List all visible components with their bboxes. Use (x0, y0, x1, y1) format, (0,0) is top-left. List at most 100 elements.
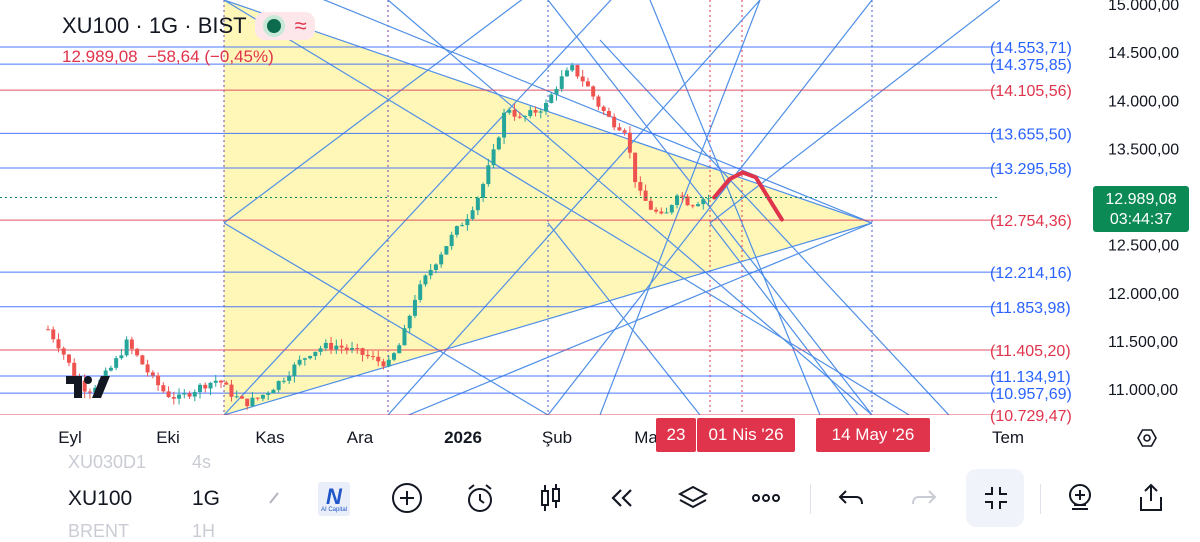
candle (208, 382, 213, 396)
candle (371, 350, 376, 361)
replay-icon[interactable] (602, 478, 642, 518)
candle (517, 111, 522, 119)
candle (302, 357, 307, 366)
candle (549, 91, 554, 104)
candle (140, 354, 145, 365)
level-label: (11.134,91) (990, 369, 1071, 386)
ghost-interval-bottom[interactable]: 1H (192, 521, 216, 541)
candle (470, 206, 475, 221)
candle (601, 105, 606, 115)
symbol-selector[interactable]: XU100 (68, 487, 133, 510)
candle (680, 191, 685, 203)
candle (402, 324, 407, 346)
candle (161, 382, 166, 394)
y-tick-label: 11.500,00 (1108, 334, 1178, 351)
fan-line (223, 222, 549, 415)
candle (66, 354, 71, 367)
fan-line (223, 0, 873, 224)
candle (622, 128, 627, 136)
candle (297, 355, 302, 367)
y-tick-label: 14.000,00 (1108, 93, 1179, 110)
ai-capital-logo[interactable]: N AI Capital (318, 482, 350, 516)
x-tick-label: Tem (992, 428, 1024, 447)
candle (292, 362, 297, 383)
redo-icon (904, 478, 944, 518)
x-tick-label: Ara (347, 428, 374, 447)
status-pill[interactable]: ≈ (254, 12, 315, 40)
candle (61, 346, 66, 360)
last-price-tag: 12.989,08 03:44:37 (1093, 186, 1189, 232)
candle (234, 390, 239, 399)
candle (386, 355, 391, 368)
plus-circle-icon[interactable] (387, 478, 427, 518)
fan-line (599, 39, 950, 415)
candles (46, 62, 711, 410)
candle (391, 352, 396, 362)
level-label: (14.553,71) (990, 40, 1072, 57)
symbol-header[interactable]: XU100 · 1G · BIST ≈ (62, 12, 315, 40)
layers-icon[interactable] (673, 478, 713, 518)
candle (323, 339, 328, 352)
candle (355, 343, 360, 354)
market-open-icon (262, 15, 285, 37)
candle (376, 350, 381, 367)
candle (664, 207, 669, 214)
settings-hex-icon[interactable] (1137, 429, 1157, 447)
candle (135, 347, 140, 357)
candle (166, 386, 171, 398)
ghost-symbol-bottom[interactable]: BRENT (68, 521, 130, 541)
candle (564, 67, 569, 77)
more-icon[interactable] (746, 478, 786, 518)
candle (381, 358, 386, 370)
date-tag-23: 23 (656, 418, 696, 452)
candle (350, 341, 355, 354)
candle (156, 372, 161, 391)
candle (701, 197, 706, 210)
toolbar-separator (1040, 484, 1041, 514)
candle (255, 397, 260, 401)
fan-line (741, 222, 821, 415)
candle (203, 382, 208, 393)
ghost-symbol-top[interactable]: XU030D1 (68, 452, 147, 472)
ghost-interval-top[interactable]: 4s (192, 452, 212, 472)
candle (318, 345, 323, 356)
candle (124, 336, 129, 357)
x-tick-label: Eyl (58, 428, 82, 447)
candle (177, 388, 182, 405)
collapse-button[interactable] (966, 469, 1024, 527)
undo-icon[interactable] (831, 478, 871, 518)
candle (559, 70, 564, 92)
x-tick-label: Eki (156, 428, 180, 447)
candle (643, 184, 648, 202)
candles-icon[interactable] (530, 478, 570, 518)
candle (675, 193, 680, 209)
toolbar-separator (810, 484, 811, 514)
candle (114, 355, 119, 371)
collapse-icon[interactable] (976, 478, 1016, 518)
candle (690, 204, 695, 209)
alarm-icon[interactable] (460, 478, 500, 518)
level-label: (13.295,58) (990, 161, 1072, 178)
candle (150, 370, 155, 379)
share-icon[interactable] (1131, 478, 1171, 518)
date-tag-apr: 01 Nis '26 (697, 418, 795, 452)
candle (570, 62, 575, 73)
interval-selector[interactable]: 1G (192, 487, 221, 510)
candle (507, 107, 512, 115)
y-tick-label: 12.000,00 (1108, 286, 1179, 303)
candle (575, 64, 580, 79)
candle (108, 365, 113, 372)
candle (218, 379, 223, 388)
y-tick-label: 15.000,00 (1108, 0, 1179, 14)
candle (271, 388, 276, 394)
candle (544, 99, 548, 115)
candle (591, 85, 596, 100)
candle (72, 358, 77, 378)
projection-arc (712, 170, 784, 222)
brush-icon[interactable] (254, 478, 294, 518)
x-tick-label: Kas (255, 428, 284, 447)
candle (334, 339, 339, 354)
add-chart-icon[interactable] (1060, 478, 1100, 518)
candle (313, 351, 318, 361)
